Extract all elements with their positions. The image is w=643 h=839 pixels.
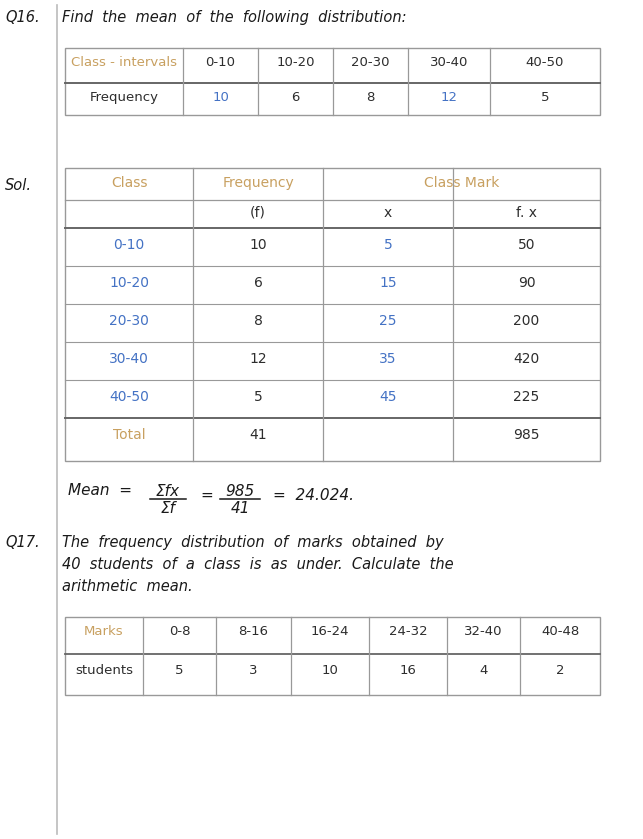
Text: Class: Class: [111, 176, 147, 190]
Text: 6: 6: [253, 276, 262, 290]
Text: 225: 225: [513, 390, 539, 404]
Text: students: students: [75, 664, 133, 677]
Text: 25: 25: [379, 314, 397, 328]
Text: 12: 12: [249, 352, 267, 366]
Text: 40  students  of  a  class  is  as  under.  Calculate  the: 40 students of a class is as under. Calc…: [62, 557, 453, 572]
Text: 41: 41: [230, 501, 249, 516]
Text: 90: 90: [518, 276, 536, 290]
Text: Frequency: Frequency: [222, 176, 294, 190]
Text: 420: 420: [513, 352, 539, 366]
Text: Class Mark: Class Mark: [424, 176, 499, 190]
Text: x: x: [384, 206, 392, 220]
Text: 10-20: 10-20: [276, 56, 315, 69]
Text: 8: 8: [367, 91, 375, 104]
Text: 10-20: 10-20: [109, 276, 149, 290]
Text: 35: 35: [379, 352, 397, 366]
Text: 12: 12: [440, 91, 458, 104]
Text: 41: 41: [249, 428, 267, 442]
Text: 16: 16: [399, 664, 417, 677]
Text: f. x: f. x: [516, 206, 537, 220]
Text: 30-40: 30-40: [109, 352, 149, 366]
Text: 985: 985: [513, 428, 539, 442]
Text: Q17.: Q17.: [5, 535, 40, 550]
Text: 0-10: 0-10: [206, 56, 235, 69]
Text: (f): (f): [250, 206, 266, 220]
Text: arithmetic  mean.: arithmetic mean.: [62, 579, 193, 594]
Text: Frequency: Frequency: [89, 91, 159, 104]
Text: 5: 5: [541, 91, 549, 104]
Text: Q16.: Q16.: [5, 10, 40, 25]
Text: 30-40: 30-40: [430, 56, 468, 69]
Text: 45: 45: [379, 390, 397, 404]
Text: 6: 6: [291, 91, 300, 104]
Text: 985: 985: [226, 484, 255, 499]
Text: Σf: Σf: [161, 501, 176, 516]
Text: 50: 50: [518, 238, 535, 252]
Text: 10: 10: [249, 238, 267, 252]
Text: The  frequency  distribution  of  marks  obtained  by: The frequency distribution of marks obta…: [62, 535, 444, 550]
Text: Mean  =: Mean =: [68, 483, 132, 498]
Text: Σfx: Σfx: [156, 484, 180, 499]
Text: 4: 4: [479, 664, 487, 677]
Text: 40-50: 40-50: [109, 390, 149, 404]
Text: 32-40: 32-40: [464, 625, 503, 638]
Text: 15: 15: [379, 276, 397, 290]
Text: 16-24: 16-24: [311, 625, 349, 638]
Text: Class - intervals: Class - intervals: [71, 56, 177, 69]
Text: 40-50: 40-50: [526, 56, 564, 69]
Text: 40-48: 40-48: [541, 625, 579, 638]
Bar: [65, 168, 600, 461]
Text: 0-10: 0-10: [113, 238, 145, 252]
Text: 5: 5: [384, 238, 392, 252]
Bar: [65, 617, 600, 695]
Text: 0-8: 0-8: [168, 625, 190, 638]
Text: 20-30: 20-30: [109, 314, 149, 328]
Text: Marks: Marks: [84, 625, 124, 638]
Text: 10: 10: [212, 91, 229, 104]
Text: 5: 5: [176, 664, 184, 677]
Text: Sol.: Sol.: [5, 178, 32, 193]
Text: 5: 5: [253, 390, 262, 404]
Text: 3: 3: [249, 664, 258, 677]
Text: 8-16: 8-16: [239, 625, 269, 638]
Text: 24-32: 24-32: [388, 625, 428, 638]
Text: Total: Total: [113, 428, 145, 442]
Bar: [65, 48, 600, 115]
Text: 200: 200: [513, 314, 539, 328]
Text: 8: 8: [253, 314, 262, 328]
Text: =  24.024.: = 24.024.: [273, 487, 354, 503]
Text: =: =: [200, 487, 213, 503]
Text: 20-30: 20-30: [351, 56, 390, 69]
Text: 10: 10: [322, 664, 338, 677]
Text: 2: 2: [556, 664, 565, 677]
Text: Find  the  mean  of  the  following  distribution:: Find the mean of the following distribut…: [62, 10, 406, 25]
